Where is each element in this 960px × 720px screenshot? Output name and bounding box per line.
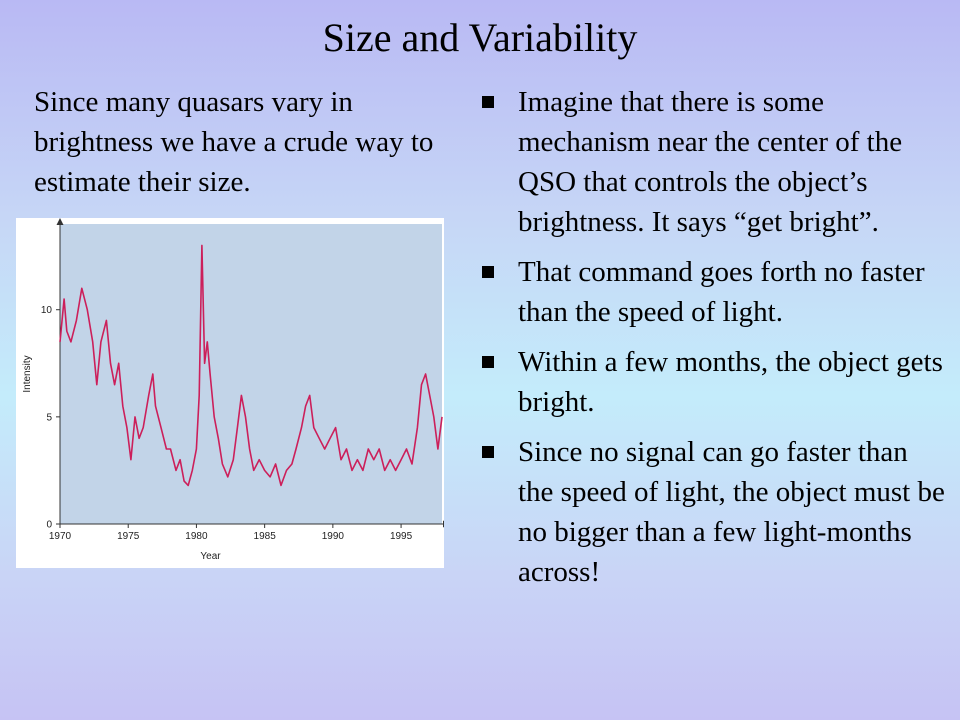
intro-text: Since many quasars vary in brightness we… bbox=[34, 86, 434, 198]
bullet-square-icon bbox=[482, 266, 494, 278]
bullet-square-icon bbox=[482, 356, 494, 368]
plot-area bbox=[60, 224, 442, 524]
bullet-text: Within a few months, the object gets bri… bbox=[518, 346, 943, 418]
slide-title: Size and Variability bbox=[322, 15, 638, 60]
bullet-text: Imagine that there is some mechanism nea… bbox=[518, 86, 903, 238]
x-tick-label: 1975 bbox=[117, 531, 140, 542]
y-axis-label: Intensity bbox=[22, 355, 33, 392]
intensity-chart: 1970 1975 1980 1985 1990 1995 0 5 10 Year Intens… bbox=[16, 218, 444, 568]
y-axis-arrow-icon bbox=[56, 218, 64, 225]
x-tick-label: 1990 bbox=[322, 531, 345, 542]
x-tick-label: 1970 bbox=[49, 531, 72, 542]
bullet-square-icon bbox=[482, 446, 494, 458]
bullet-item: That command goes forth no faster than t… bbox=[478, 252, 948, 332]
bullet-text: That command goes forth no faster than t… bbox=[518, 256, 925, 328]
bullet-square-icon bbox=[482, 96, 494, 108]
chart-svg: 1970 1975 1980 1985 1990 1995 0 5 10 Year Intens… bbox=[22, 218, 444, 562]
intensity-series-line bbox=[59, 244, 443, 487]
x-tick-label: 1980 bbox=[185, 531, 208, 542]
x-axis-label: Year bbox=[200, 551, 221, 562]
bullet-item: Imagine that there is some mechanism nea… bbox=[478, 82, 948, 242]
bullet-text: Since no signal can go faster than the s… bbox=[518, 436, 945, 588]
bullet-item: Since no signal can go faster than the s… bbox=[478, 432, 948, 592]
y-tick-label: 0 bbox=[46, 520, 52, 531]
y-tick-label: 10 bbox=[41, 305, 53, 316]
bullet-item: Within a few months, the object gets bri… bbox=[478, 342, 948, 422]
y-tick-label: 5 bbox=[46, 412, 52, 423]
x-tick-label: 1985 bbox=[254, 531, 277, 542]
bullet-list: Imagine that there is some mechanism nea… bbox=[478, 82, 948, 602]
x-axis-arrow-icon bbox=[443, 520, 444, 528]
x-tick-label: 1995 bbox=[390, 531, 413, 542]
